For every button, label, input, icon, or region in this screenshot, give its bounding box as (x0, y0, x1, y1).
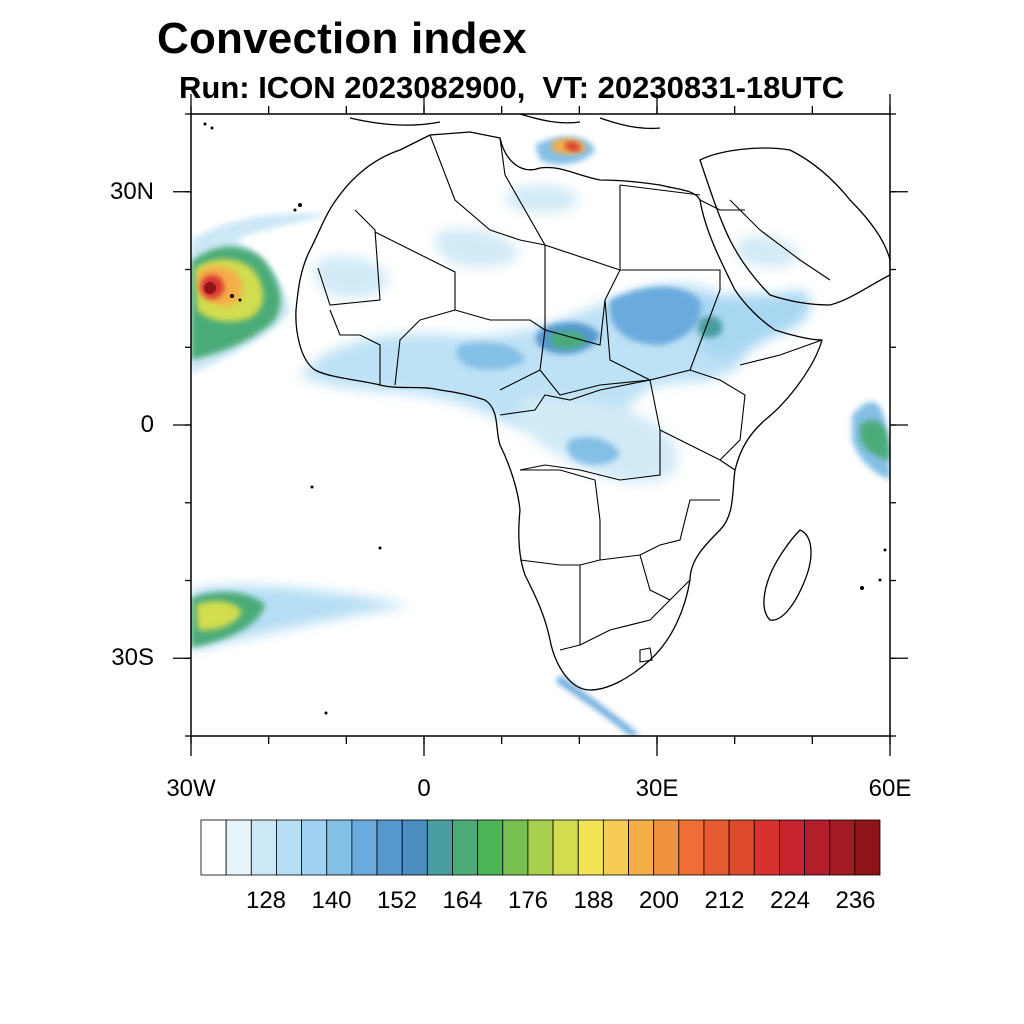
lon-tick-label: 30E (635, 775, 679, 802)
colorbar-tick-label: 164 (442, 887, 483, 914)
colorbar-tick-label: 224 (769, 887, 811, 914)
lon-tick-label: 30W (166, 775, 216, 802)
lat-tick-label: 0 (140, 411, 154, 438)
lon-tick-label: 0 (417, 775, 431, 802)
lon-tick-label: 60E (868, 775, 912, 802)
convection-core-sudan (609, 286, 701, 345)
south-africa-streak (556, 675, 640, 736)
arabian-coastline (699, 147, 890, 306)
madagascar-coastline (763, 529, 812, 621)
mediterranean-cell (535, 136, 595, 165)
colorbar-tick-label: 212 (704, 887, 745, 914)
lat-tick-label: 30N (109, 177, 154, 205)
colorbar-tick-label: 236 (835, 887, 876, 914)
mediterranean-north (349, 114, 661, 130)
convection-field (191, 114, 890, 736)
indian-ocean-cell (852, 401, 890, 480)
islands (203, 122, 887, 715)
colorbar-tick-label: 200 (638, 887, 680, 914)
colorbar-tick-label: 188 (573, 887, 614, 914)
map-subtitle: Run: ICON 2023082900, VT: 20230831-18UTC (179, 70, 845, 105)
convection-region-sahara-west (314, 256, 390, 298)
colorbar-tick-label: 128 (245, 887, 287, 914)
colorbar-tick-label: 152 (376, 887, 418, 914)
convection-core-gulf-guinea (456, 342, 525, 370)
country-borders (317, 134, 831, 663)
convection-core-congo (567, 436, 620, 465)
colorbar-tick-label: 176 (507, 887, 549, 914)
africa-coastline (295, 131, 823, 691)
map-ticks (173, 94, 908, 756)
convection-core-chad (550, 330, 588, 350)
coastlines (295, 114, 890, 691)
tropical-cyclone (191, 213, 330, 375)
convection-region-sahara-central (435, 228, 520, 268)
map-title: Convection index (157, 14, 527, 63)
southern-frontal-band (191, 585, 410, 650)
convection-core-ethiopia (698, 316, 723, 338)
colorbar-tick-label: 140 (311, 887, 352, 914)
convection-region-ethiopia (689, 290, 811, 360)
lat-tick-label: 30S (111, 644, 154, 672)
convection-region-arabia (735, 235, 800, 268)
convection-region-libya (504, 184, 580, 213)
